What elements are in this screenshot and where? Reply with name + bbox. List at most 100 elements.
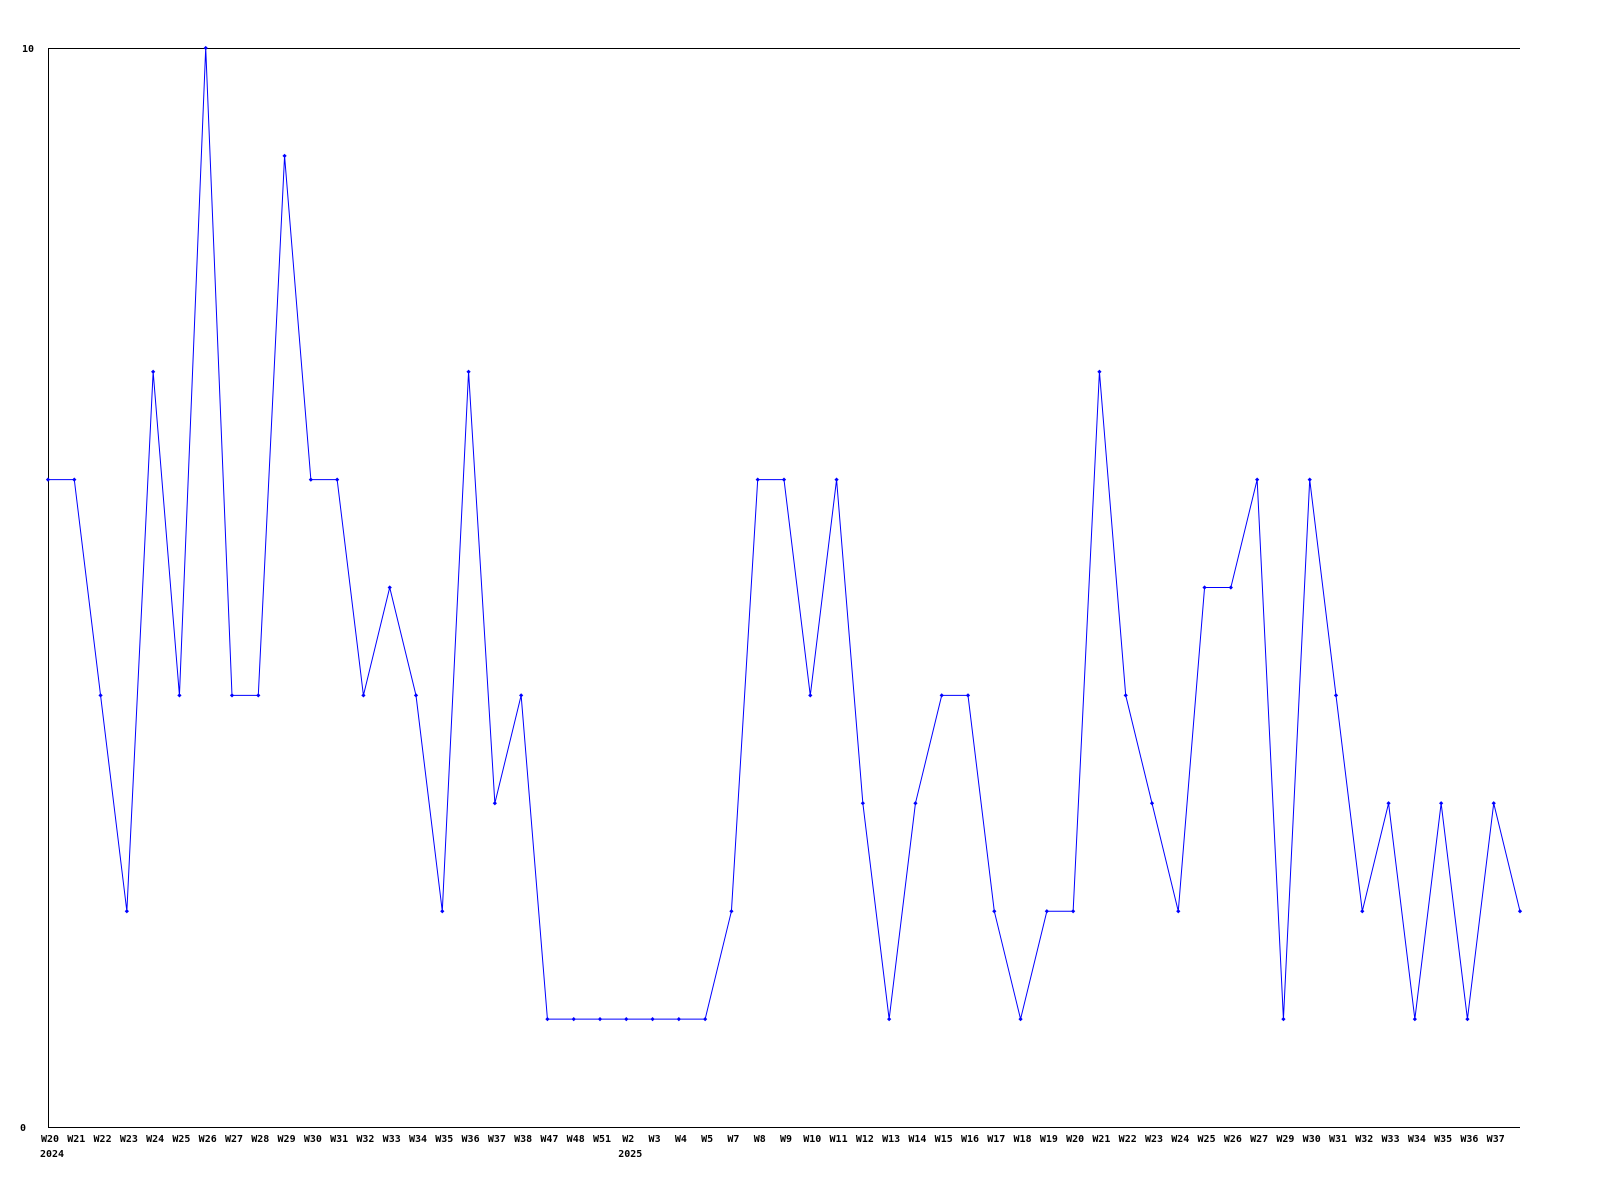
data-point: [545, 1016, 550, 1022]
x-tick-label: W11: [830, 1134, 848, 1145]
data-point: [1333, 693, 1339, 698]
x-tick-label: W19: [1040, 1134, 1058, 1145]
y-tick-label-min: 0: [20, 1123, 26, 1134]
x-tick-label: W36: [1460, 1134, 1478, 1145]
data-point: [781, 477, 787, 482]
data-point: [387, 585, 392, 590]
x-tick-label: W28: [251, 1134, 269, 1145]
data-point: [492, 801, 497, 806]
data-point: [808, 693, 813, 698]
data-point: [1071, 909, 1076, 914]
data-point: [413, 693, 419, 698]
x-tick-label: W33: [383, 1134, 401, 1145]
data-point: [1360, 909, 1365, 914]
x-tick-label: W33: [1382, 1134, 1400, 1145]
data-point: [992, 909, 997, 914]
x-tick-label: W10: [803, 1134, 821, 1145]
y-tick-label-max: 10: [22, 44, 34, 55]
x-tick-label: W20: [1066, 1134, 1084, 1145]
data-point: [703, 1016, 708, 1022]
data-point: [1281, 1016, 1286, 1022]
data-point: [860, 801, 865, 806]
data-point: [229, 693, 235, 698]
data-point: [1255, 477, 1260, 482]
data-point: [124, 909, 129, 914]
data-point: [939, 693, 944, 698]
data-point: [755, 477, 760, 482]
x-tick-label: W48: [567, 1134, 585, 1145]
x-tick-label: W24: [146, 1134, 164, 1145]
data-point: [571, 1016, 576, 1022]
data-point: [624, 1016, 629, 1022]
x-tick-label: W37: [1487, 1134, 1505, 1145]
data-point: [887, 1016, 892, 1022]
x-tick-label: W16: [961, 1134, 979, 1145]
x-tick-label: W25: [1198, 1134, 1216, 1145]
data-point: [965, 693, 971, 698]
data-point: [1097, 369, 1102, 374]
x-tick-label: W26: [199, 1134, 217, 1145]
data-point: [1202, 585, 1207, 590]
data-point: [676, 1016, 681, 1022]
data-point: [45, 477, 51, 482]
x-tick-label: W32: [1355, 1134, 1373, 1145]
x-tick-label: W14: [908, 1134, 926, 1145]
data-point: [440, 909, 445, 914]
x-tick-label: W15: [935, 1134, 953, 1145]
data-point: [1044, 909, 1049, 914]
x-tick-label: W5: [701, 1134, 713, 1145]
x-tick-label: W9: [780, 1134, 792, 1145]
data-point: [151, 369, 156, 374]
x-tick-label: W21: [1092, 1134, 1110, 1145]
x-tick-label: W17: [987, 1134, 1005, 1145]
data-point: [335, 477, 340, 482]
data-point: [308, 477, 313, 482]
data-point: [282, 153, 287, 159]
x-tick-label: W37: [488, 1134, 506, 1145]
data-point: [519, 693, 524, 698]
x-tick-label: W4: [675, 1134, 687, 1145]
x-tick-label: W31: [1329, 1134, 1347, 1145]
x-tick-label: W38: [514, 1134, 532, 1145]
data-point: [1228, 585, 1233, 590]
x-tick-label: W23: [120, 1134, 138, 1145]
data-point: [98, 693, 103, 698]
data-point: [1491, 801, 1496, 806]
x-tick-label: W2: [622, 1134, 634, 1145]
x-tick-label: W24: [1171, 1134, 1189, 1145]
x-tick-label: W27: [1250, 1134, 1268, 1145]
data-point: [1018, 1016, 1023, 1022]
x-tick-label: W29: [278, 1134, 296, 1145]
data-point: [1517, 909, 1523, 914]
x-tick-label: W29: [1276, 1134, 1294, 1145]
data-point: [1412, 1016, 1417, 1022]
x-tick-label: W23: [1145, 1134, 1163, 1145]
x-tick-label: W12: [856, 1134, 874, 1145]
data-point: [1386, 801, 1391, 806]
x-tick-label: W3: [649, 1134, 661, 1145]
x-tick-label: W22: [94, 1134, 112, 1145]
x-tick-label: W7: [727, 1134, 739, 1145]
x-tick-label: W36: [462, 1134, 480, 1145]
data-point: [1176, 909, 1181, 914]
x-tick-label: W34: [1408, 1134, 1426, 1145]
data-point: [834, 477, 839, 482]
x-tick-label: W35: [435, 1134, 453, 1145]
data-point: [650, 1016, 655, 1022]
x-tick-label: W47: [540, 1134, 558, 1145]
data-point: [1465, 1016, 1470, 1022]
data-point: [72, 477, 77, 482]
data-point: [1439, 801, 1444, 806]
x-tick-label: W26: [1224, 1134, 1242, 1145]
x-tick-label: W25: [172, 1134, 190, 1145]
x-tick-label: W30: [304, 1134, 322, 1145]
x-tick-label: W35: [1434, 1134, 1452, 1145]
data-point: [203, 45, 208, 51]
data-point: [177, 693, 182, 698]
data-point: [256, 693, 261, 698]
x-tick-label: W32: [356, 1134, 374, 1145]
data-point: [1123, 693, 1128, 698]
data-point: [1149, 801, 1155, 806]
x-tick-label: W21: [67, 1134, 85, 1145]
